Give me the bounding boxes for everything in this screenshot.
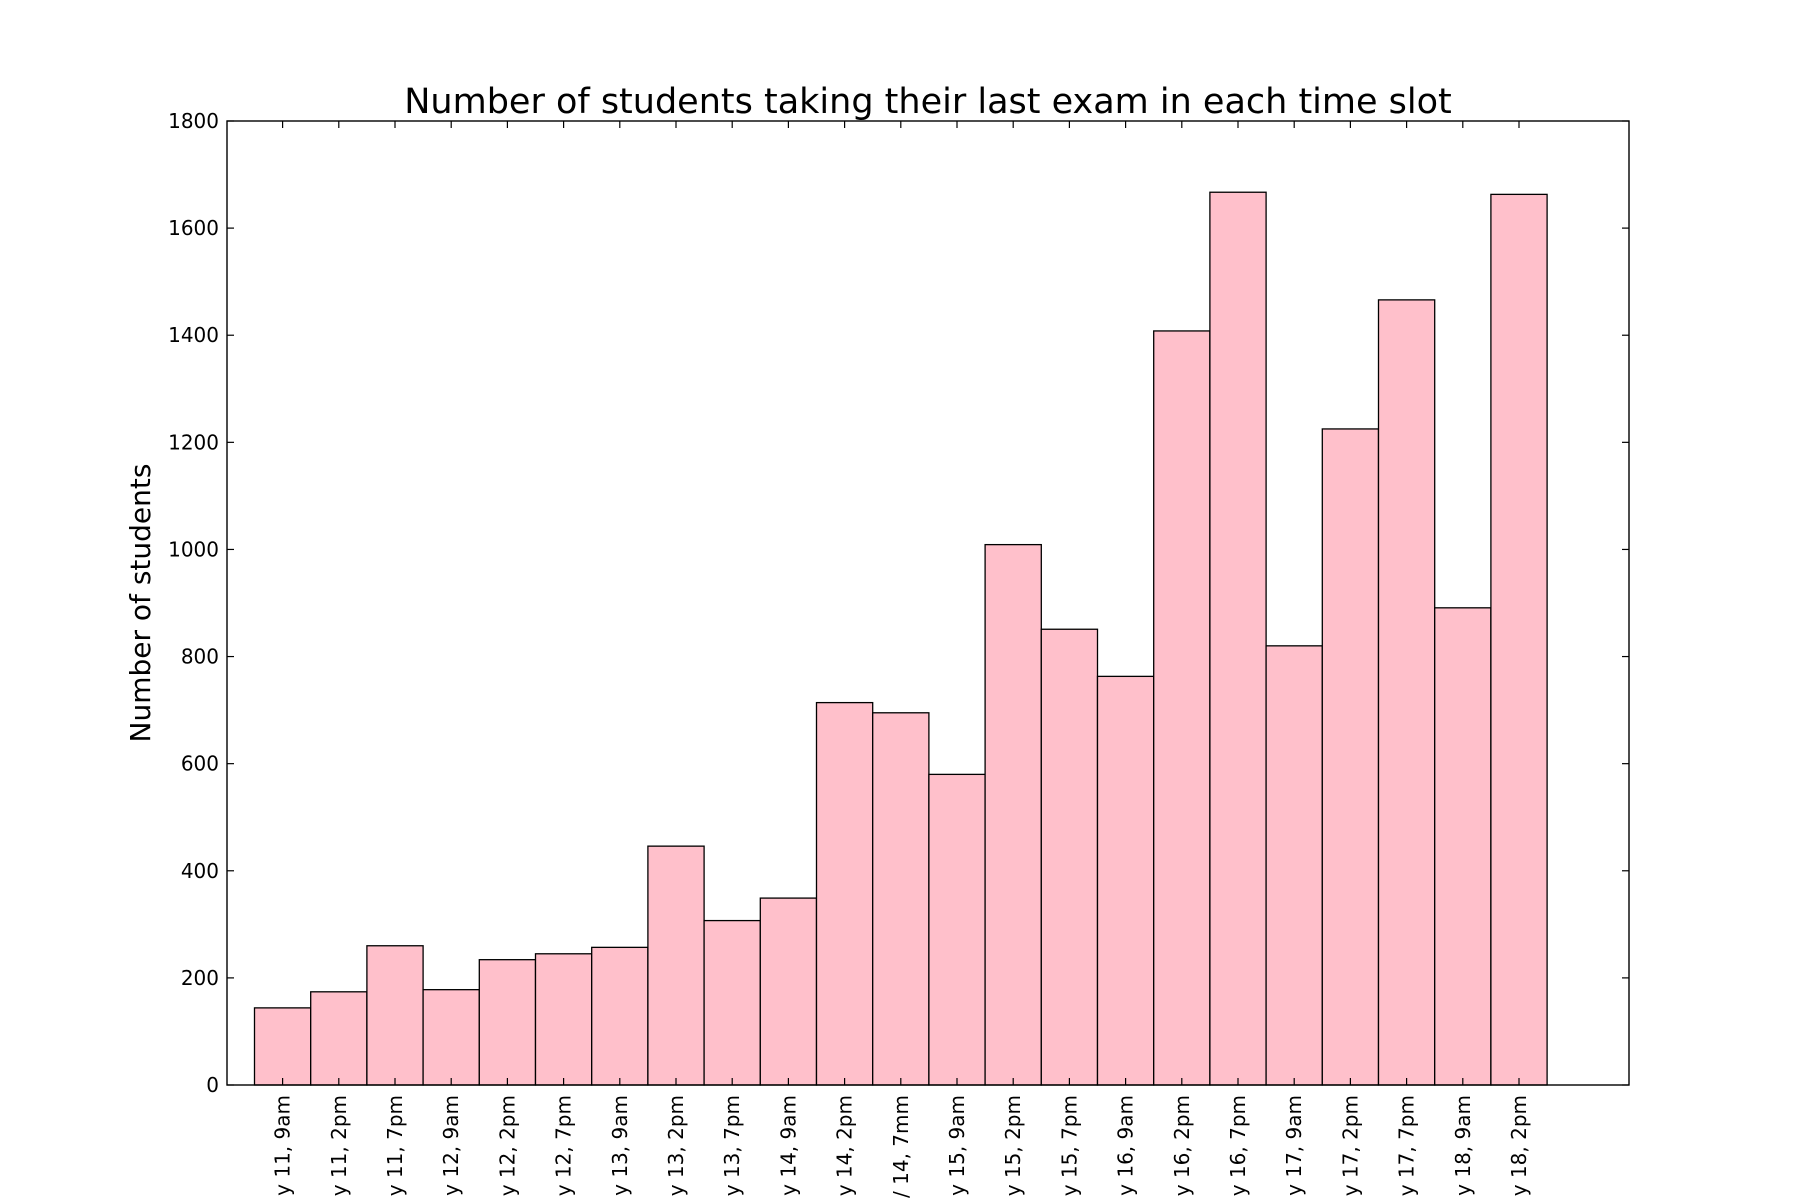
y-tick-label-800: 800 — [181, 645, 219, 669]
x-tick-label-7: y 13, 9am — [608, 1095, 632, 1196]
bar-21 — [1377, 299, 1436, 1086]
bar-7 — [591, 946, 649, 1086]
x-tick-label-4: y 12, 9am — [439, 1095, 463, 1196]
y-tick-label-1800: 1800 — [168, 109, 219, 133]
chart-title: Number of students taking their last exa… — [404, 82, 1452, 122]
x-tick-label-8: y 13, 2pm — [664, 1095, 688, 1196]
x-tick-label-23: y 18, 2pm — [1507, 1095, 1531, 1196]
x-tick-label-12: / 14, 7mm — [889, 1095, 913, 1198]
bar-4 — [422, 989, 480, 1086]
bar-10 — [759, 897, 818, 1086]
bar-9 — [703, 919, 761, 1086]
x-tick-label-16: y 16, 9am — [1114, 1095, 1138, 1196]
bar-16 — [1096, 675, 1155, 1086]
bar-12 — [872, 712, 930, 1086]
x-axis-ticks: y 11, 9am y 11, 2pm y 11, 7pm y 12, 9am y 12… — [271, 121, 1531, 1198]
x-tick-label-1: y 11, 9am — [271, 1095, 295, 1196]
bar-3 — [366, 945, 424, 1086]
y-tick-label-600: 600 — [181, 752, 219, 776]
bar-17 — [1153, 330, 1211, 1086]
x-tick-label-14: y 15, 2pm — [1001, 1095, 1025, 1196]
y-tick-label-1000: 1000 — [168, 537, 219, 561]
y-tick-label-1200: 1200 — [168, 430, 219, 454]
bar-13 — [928, 773, 986, 1086]
bar-14 — [984, 543, 1042, 1086]
bar-19 — [1265, 645, 1323, 1086]
y-tick-label-1600: 1600 — [168, 216, 219, 240]
x-tick-label-6: y 12, 7pm — [552, 1095, 576, 1196]
bar-5 — [478, 959, 537, 1086]
x-tick-label-10: y 14, 9am — [776, 1095, 800, 1196]
x-tick-label-3: y 11, 7pm — [383, 1095, 407, 1196]
bar-23 — [1490, 193, 1548, 1086]
plot-frame — [226, 120, 1630, 1086]
x-tick-label-22: y 18, 9am — [1451, 1095, 1475, 1196]
y-tick-label-1400: 1400 — [168, 323, 219, 347]
x-tick-label-17: y 16, 2pm — [1170, 1095, 1194, 1196]
bar-15 — [1040, 628, 1099, 1086]
x-tick-label-9: y 13, 7pm — [720, 1095, 744, 1196]
x-tick-label-21: y 17, 7pm — [1395, 1095, 1419, 1196]
bar-8 — [647, 845, 705, 1086]
bar-22 — [1434, 607, 1492, 1086]
bar-1 — [253, 1007, 312, 1086]
y-tick-label-200: 200 — [181, 966, 219, 990]
bar-11 — [815, 701, 874, 1086]
x-tick-label-18: y 16, 7pm — [1226, 1095, 1250, 1196]
bar-20 — [1321, 428, 1380, 1086]
bar-2 — [310, 991, 368, 1086]
x-tick-label-19: y 17, 9am — [1282, 1095, 1306, 1196]
x-tick-label-20: y 17, 2pm — [1338, 1095, 1362, 1196]
x-tick-label-15: y 15, 7pm — [1057, 1095, 1081, 1196]
y-axis-ticks: 0 200 400 600 800 1000 1200 1400 1600 1800 — [168, 109, 1629, 1097]
x-tick-label-11: y 14, 2pm — [833, 1095, 857, 1196]
bars-group — [253, 191, 1548, 1086]
bar-6 — [534, 953, 593, 1086]
x-tick-label-5: y 12, 2pm — [495, 1095, 519, 1196]
bar-18 — [1209, 191, 1267, 1086]
y-axis-label: Number of students — [124, 464, 157, 743]
x-tick-label-13: y 15, 9am — [945, 1095, 969, 1196]
x-tick-label-2: y 11, 2pm — [327, 1095, 351, 1196]
y-tick-label-400: 400 — [181, 859, 219, 883]
y-tick-label-0: 0 — [206, 1073, 219, 1097]
